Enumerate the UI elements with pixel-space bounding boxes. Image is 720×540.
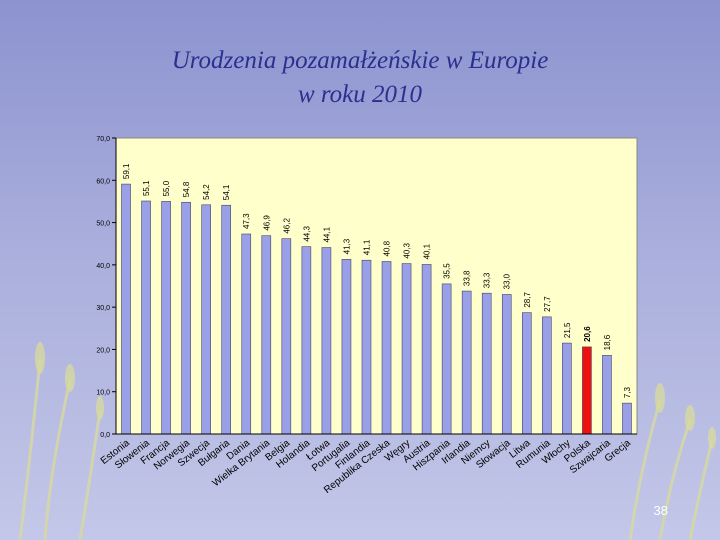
plot-area <box>115 137 638 435</box>
data-label: 28,7 <box>523 292 532 308</box>
bar <box>301 246 312 435</box>
bar <box>161 201 171 435</box>
bar <box>481 292 492 435</box>
bar <box>622 402 632 435</box>
bar <box>141 200 151 435</box>
data-label: 21,5 <box>563 322 572 338</box>
wheat-decoration <box>18 342 716 540</box>
bar <box>542 316 552 435</box>
bar <box>241 233 252 435</box>
data-label: 46,2 <box>282 218 291 234</box>
y-tick-label: 10,0 <box>96 390 110 397</box>
y-tick-label: 60,0 <box>96 178 110 185</box>
data-label: 54,2 <box>202 184 211 200</box>
bar <box>421 264 432 435</box>
y-tick-label: 20,0 <box>96 347 110 354</box>
slide-title-line1: Urodzenia pozamałżeńskie w Europie <box>171 47 549 74</box>
y-tick-label: 40,0 <box>96 263 110 270</box>
bar <box>562 342 572 435</box>
bar <box>201 204 211 435</box>
data-label: 47,3 <box>242 213 251 229</box>
data-label: 40,8 <box>383 240 392 256</box>
bar <box>281 238 292 435</box>
data-label: 46,9 <box>262 215 271 231</box>
data-label: 7,3 <box>623 386 632 398</box>
bar <box>441 283 452 435</box>
bar <box>582 346 592 435</box>
data-label: 55,0 <box>162 180 171 196</box>
bar <box>401 263 412 435</box>
bar <box>501 294 512 435</box>
data-label: 54,8 <box>182 181 191 197</box>
data-label: 40,3 <box>403 242 412 258</box>
data-label: 55,1 <box>142 180 151 196</box>
data-label: 41,1 <box>362 239 371 255</box>
slide-title: Urodzenia pozamałżeńskie w Europie w rok… <box>0 44 720 112</box>
bar <box>381 261 392 435</box>
bar <box>181 201 191 435</box>
data-label: 33,8 <box>463 270 472 286</box>
bar <box>602 355 612 435</box>
y-tick-label: 70,0 <box>96 136 110 143</box>
y-tick-label: 30,0 <box>96 305 110 312</box>
data-label: 33,3 <box>483 272 492 288</box>
bar <box>261 235 272 435</box>
y-tick-label: 0,0 <box>100 432 110 439</box>
data-label: 41,3 <box>342 238 351 254</box>
data-label: 18,6 <box>603 334 612 350</box>
data-label: 35,5 <box>443 263 452 279</box>
bar <box>121 183 131 435</box>
data-label: 44,3 <box>302 226 311 242</box>
bar <box>341 259 352 435</box>
bar <box>221 204 232 435</box>
bar <box>521 312 532 435</box>
page-number: 38 <box>653 503 668 518</box>
bar <box>361 259 372 435</box>
data-label: 20,6 <box>583 326 592 342</box>
data-label: 40,1 <box>423 243 432 259</box>
data-label: 27,7 <box>543 296 552 312</box>
data-label: 33,0 <box>503 273 512 289</box>
data-label: 54,1 <box>222 184 231 200</box>
data-label: 59,1 <box>122 163 131 179</box>
slide-title-line2: w roku 2010 <box>297 81 423 108</box>
bar <box>461 290 472 435</box>
y-tick-label: 50,0 <box>96 221 110 228</box>
bar <box>321 247 332 435</box>
data-label: 44,1 <box>322 226 331 242</box>
